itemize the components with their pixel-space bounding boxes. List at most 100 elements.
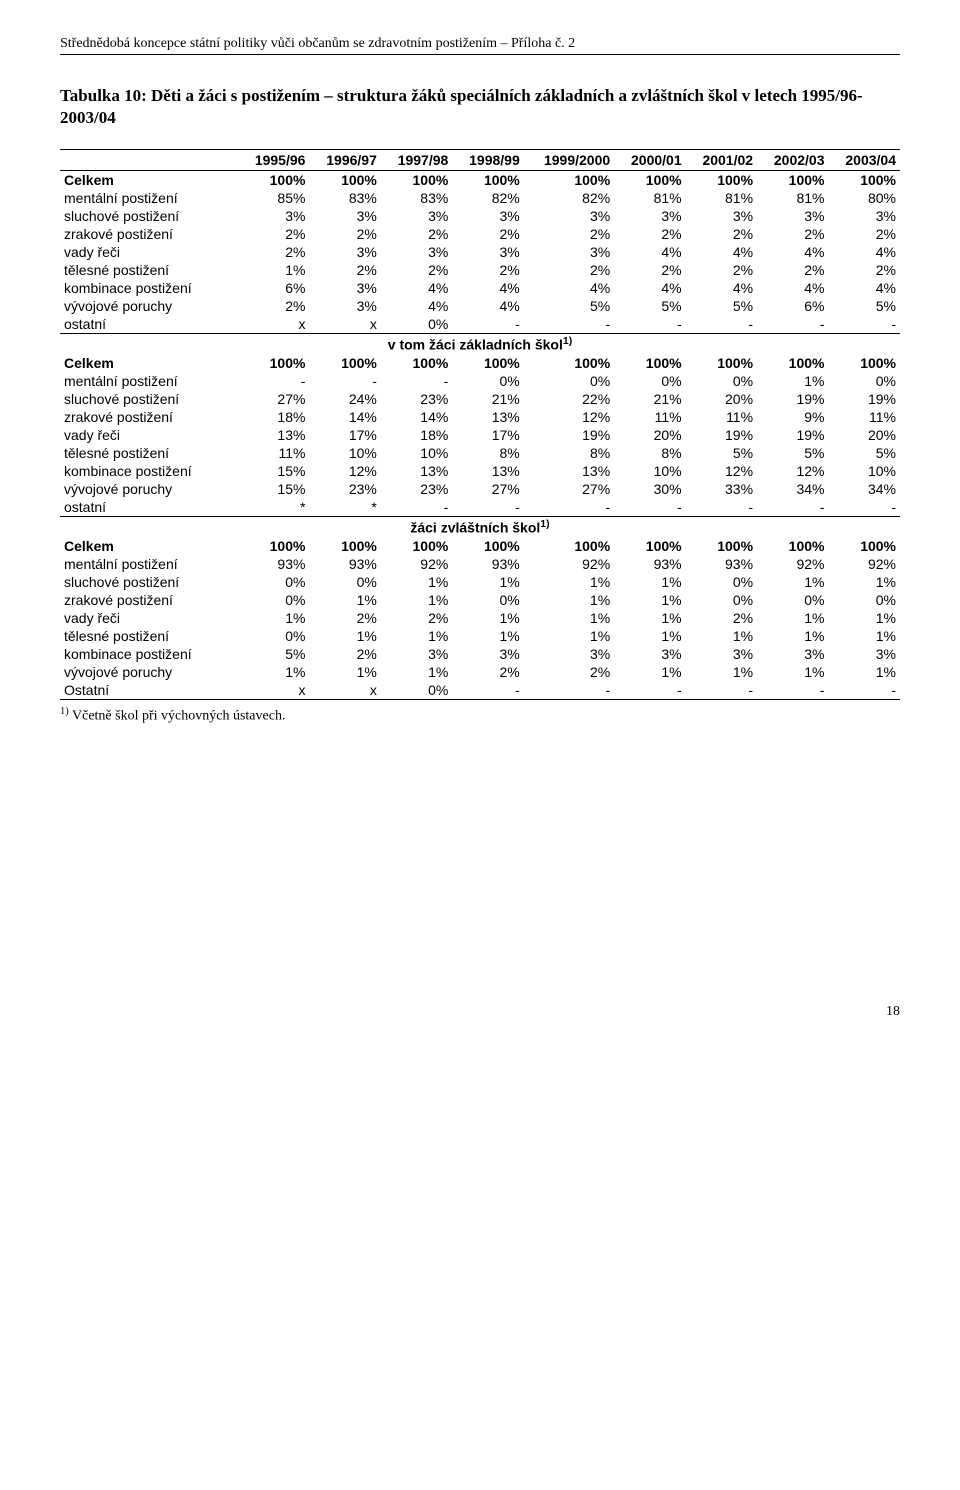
data-cell: 2%: [524, 225, 614, 243]
data-cell: 3%: [686, 645, 757, 663]
row-label: mentální postižení: [60, 555, 238, 573]
data-cell: 1%: [238, 609, 309, 627]
data-cell: 100%: [524, 171, 614, 190]
data-cell: 2%: [686, 609, 757, 627]
row-label: Ostatní: [60, 681, 238, 700]
data-cell: 2%: [238, 225, 309, 243]
data-cell: 1%: [757, 663, 828, 681]
data-cell: 2%: [452, 225, 523, 243]
data-cell: 24%: [309, 390, 380, 408]
data-cell: 1%: [757, 609, 828, 627]
data-cell: 0%: [614, 372, 685, 390]
data-cell: -: [524, 315, 614, 334]
data-cell: 4%: [452, 297, 523, 315]
table-row: Celkem100%100%100%100%100%100%100%100%10…: [60, 354, 900, 372]
data-cell: 5%: [828, 297, 900, 315]
data-cell: 18%: [238, 408, 309, 426]
row-label: zrakové postižení: [60, 591, 238, 609]
data-cell: 2%: [381, 261, 452, 279]
data-cell: 23%: [381, 480, 452, 498]
data-cell: 14%: [309, 408, 380, 426]
data-cell: 10%: [828, 462, 900, 480]
data-cell: 4%: [381, 297, 452, 315]
data-cell: 100%: [757, 354, 828, 372]
data-cell: 0%: [686, 573, 757, 591]
data-cell: 3%: [757, 207, 828, 225]
data-cell: 1%: [614, 573, 685, 591]
data-cell: 3%: [452, 207, 523, 225]
data-cell: 23%: [381, 390, 452, 408]
row-label: mentální postižení: [60, 372, 238, 390]
data-cell: 100%: [614, 354, 685, 372]
table-row: vývojové poruchy15%23%23%27%27%30%33%34%…: [60, 480, 900, 498]
data-cell: 1%: [452, 627, 523, 645]
data-cell: 92%: [757, 555, 828, 573]
footnote-text: Včetně škol při výchovných ústavech.: [72, 708, 285, 723]
data-cell: 10%: [309, 444, 380, 462]
data-cell: 17%: [452, 426, 523, 444]
data-cell: 0%: [524, 372, 614, 390]
col-header-label: [60, 150, 238, 171]
row-label: vady řeči: [60, 426, 238, 444]
data-cell: 100%: [381, 354, 452, 372]
data-cell: 1%: [614, 663, 685, 681]
data-cell: -: [452, 498, 523, 517]
data-cell: x: [238, 681, 309, 700]
table-row: mentální postižení85%83%83%82%82%81%81%8…: [60, 189, 900, 207]
row-label: vady řeči: [60, 609, 238, 627]
table-row: sluchové postižení0%0%1%1%1%1%0%1%1%: [60, 573, 900, 591]
data-cell: -: [686, 315, 757, 334]
row-label: kombinace postižení: [60, 279, 238, 297]
data-cell: 2%: [238, 297, 309, 315]
data-cell: 100%: [614, 171, 685, 190]
data-cell: 13%: [452, 408, 523, 426]
data-cell: 2%: [309, 609, 380, 627]
table-row: vady řeči13%17%18%17%19%20%19%19%20%: [60, 426, 900, 444]
data-cell: 21%: [452, 390, 523, 408]
data-cell: 3%: [524, 243, 614, 261]
data-cell: 1%: [686, 627, 757, 645]
data-cell: 1%: [757, 627, 828, 645]
data-cell: 5%: [686, 444, 757, 462]
table-row: Celkem100%100%100%100%100%100%100%100%10…: [60, 537, 900, 555]
data-cell: -: [381, 372, 452, 390]
data-cell: 12%: [309, 462, 380, 480]
data-cell: 11%: [686, 408, 757, 426]
data-cell: 0%: [238, 627, 309, 645]
data-cell: 0%: [828, 372, 900, 390]
table-row: sluchové postižení3%3%3%3%3%3%3%3%3%: [60, 207, 900, 225]
data-cell: 12%: [686, 462, 757, 480]
table-row: mentální postižení---0%0%0%0%1%0%: [60, 372, 900, 390]
data-cell: 2%: [381, 225, 452, 243]
data-cell: 3%: [524, 645, 614, 663]
footnote: 1) Včetně škol při výchovných ústavech.: [60, 706, 900, 725]
data-cell: 1%: [828, 663, 900, 681]
data-cell: 2%: [757, 225, 828, 243]
data-cell: -: [614, 315, 685, 334]
data-cell: 1%: [524, 591, 614, 609]
data-cell: 100%: [524, 537, 614, 555]
data-cell: 100%: [452, 537, 523, 555]
data-cell: 1%: [524, 573, 614, 591]
col-header: 2002/03: [757, 150, 828, 171]
data-cell: 100%: [452, 171, 523, 190]
data-cell: 5%: [757, 444, 828, 462]
data-cell: 5%: [614, 297, 685, 315]
table-row: vývojové poruchy2%3%4%4%5%5%5%6%5%: [60, 297, 900, 315]
data-cell: 3%: [828, 645, 900, 663]
table-row: kombinace postižení6%3%4%4%4%4%4%4%4%: [60, 279, 900, 297]
data-cell: 2%: [686, 225, 757, 243]
data-cell: -: [381, 498, 452, 517]
data-cell: 1%: [828, 573, 900, 591]
data-cell: 85%: [238, 189, 309, 207]
data-cell: -: [828, 498, 900, 517]
row-label: kombinace postižení: [60, 645, 238, 663]
data-cell: 14%: [381, 408, 452, 426]
data-cell: 2%: [381, 609, 452, 627]
data-cell: 8%: [614, 444, 685, 462]
col-header: 2003/04: [828, 150, 900, 171]
data-cell: 1%: [524, 609, 614, 627]
data-cell: 10%: [381, 444, 452, 462]
data-cell: 1%: [381, 573, 452, 591]
data-cell: 1%: [309, 627, 380, 645]
